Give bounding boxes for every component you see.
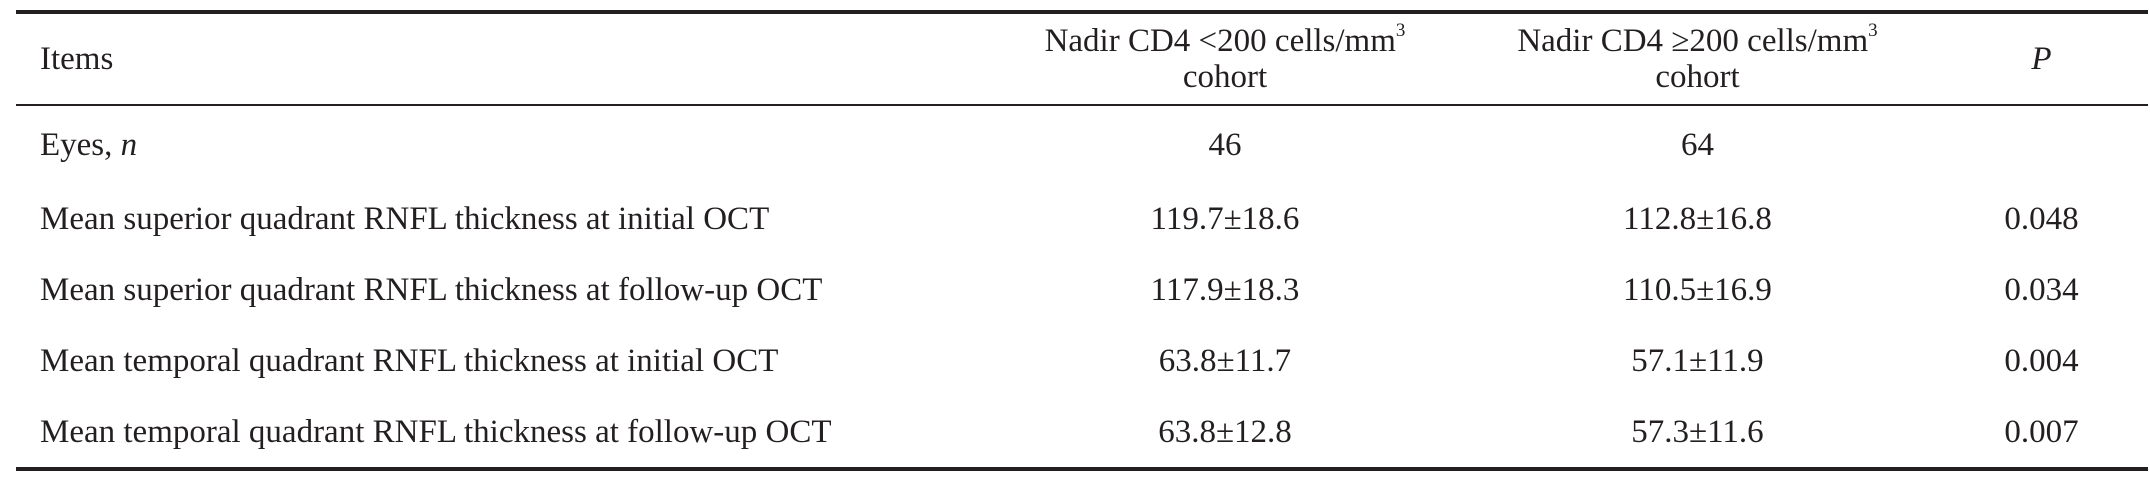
row-group2-value: 57.1±11.9: [1631, 343, 1764, 380]
header-group1-label: Nadir CD4 <200 cells/mm: [1044, 22, 1396, 59]
header-group1-line1: Nadir CD4 <200 cells/mm3: [990, 19, 1460, 59]
header-items: Items: [16, 10, 990, 106]
table-header: Items Nadir CD4 <200 cells/mm3 cohort Na…: [16, 10, 2148, 106]
row-p-value: 0.007: [1935, 397, 2148, 471]
row-item-cell: Mean temporal quadrant RNFL thickness at…: [16, 397, 990, 471]
header-group2-label: Nadir CD4 ≥200 cells/mm: [1517, 22, 1869, 59]
row-item-italic: n: [120, 126, 138, 163]
table-body: Eyes, n 46 64 Mean superior quadrant RNFL t…: [16, 105, 2148, 471]
table-row: Eyes, n 46 64: [16, 105, 2148, 184]
header-nadir-cd4-below-200: Nadir CD4 <200 cells/mm3 cohort: [990, 10, 1460, 106]
row-item-cell: Mean temporal quadrant RNFL thickness at…: [16, 326, 990, 397]
row-item-label: Mean superior quadrant RNFL thickness at…: [40, 201, 770, 238]
header-group2-line2: cohort: [1655, 59, 1740, 95]
row-item-label: Mean temporal quadrant RNFL thickness at…: [40, 343, 779, 380]
results-table-container: Items Nadir CD4 <200 cells/mm3 cohort Na…: [16, 10, 2148, 471]
row-p-value: 0.048: [2004, 201, 2079, 238]
table-row: Mean superior quadrant RNFL thickness at…: [16, 255, 2148, 326]
row-group1-value: 117.9±18.3: [1150, 272, 1300, 309]
row-item-cell: Eyes, n: [16, 105, 990, 184]
row-p-value: [1935, 105, 2148, 184]
row-item-label: Mean temporal quadrant RNFL thickness at…: [40, 413, 832, 450]
row-item-cell: Mean superior quadrant RNFL thickness at…: [16, 184, 990, 255]
header-group1-line2: cohort: [1182, 59, 1268, 95]
header-nadir-cd4-at-least-200: Nadir CD4 ≥200 cells/mm3 cohort: [1460, 10, 1935, 106]
row-p-value: 0.004: [2004, 343, 2079, 380]
row-item-label: Eyes,: [40, 126, 121, 163]
table-row: Mean temporal quadrant RNFL thickness at…: [16, 326, 2148, 397]
row-group2-value: 112.8±16.8: [1623, 201, 1772, 238]
header-row: Items Nadir CD4 <200 cells/mm3 cohort Na…: [16, 10, 2148, 106]
table-row: Mean superior quadrant RNFL thickness at…: [16, 184, 2148, 255]
row-group2-value: 57.3±11.6: [1460, 397, 1935, 471]
row-group1-value: 63.8±12.8: [990, 397, 1460, 471]
row-item-cell: Mean superior quadrant RNFL thickness at…: [16, 255, 990, 326]
row-p-value: 0.034: [2004, 272, 2079, 309]
header-p-value: P: [1935, 10, 2148, 106]
header-group2-sup: 3: [1868, 19, 1878, 41]
header-group1-sup: 3: [1395, 19, 1406, 41]
table-row: Mean temporal quadrant RNFL thickness at…: [16, 397, 2148, 471]
row-item-label: Mean superior quadrant RNFL thickness at…: [40, 272, 823, 309]
results-table: Items Nadir CD4 <200 cells/mm3 cohort Na…: [16, 10, 2148, 471]
row-group2-value: 110.5±16.9: [1623, 272, 1772, 309]
row-group2-value: 64: [1681, 126, 1714, 163]
row-group1-value: 63.8±11.7: [1158, 343, 1292, 380]
row-group1-value: 119.7±18.6: [1150, 201, 1300, 238]
header-group2-line1: Nadir CD4 ≥200 cells/mm3: [1460, 19, 1935, 59]
row-group1-value: 46: [1208, 126, 1242, 163]
